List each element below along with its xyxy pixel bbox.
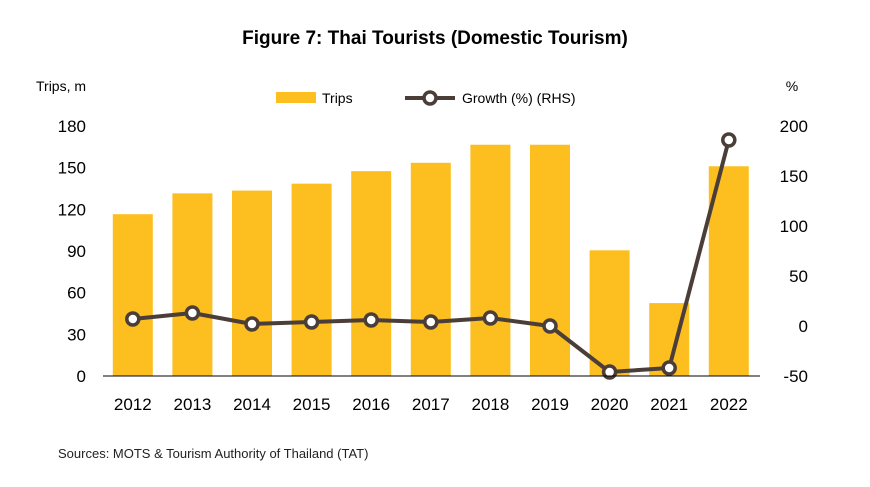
x-tick-2012: 2012 [114,395,152,414]
bar-2017 [410,162,451,376]
right-tick--50: -50 [783,367,808,386]
source-note: Sources: MOTS & Tourism Authority of Tha… [58,446,369,461]
x-tick-2013: 2013 [173,395,211,414]
left-tick-60: 60 [67,284,86,303]
right-tick-0: 0 [799,317,808,336]
bar-2018 [470,144,511,376]
growth-line [125,132,737,380]
legend-growth-marker [422,90,438,106]
bar-2013 [172,193,213,376]
growth-point-2015 [303,314,320,330]
x-tick-2020: 2020 [591,395,629,414]
left-tick-90: 90 [67,242,86,261]
left-tick-0: 0 [77,367,86,386]
growth-point-2016 [363,312,379,328]
right-tick-100: 100 [780,217,808,236]
bar-2022 [708,166,749,376]
left-tick-30: 30 [67,325,86,344]
legend-growth-label: Growth (%) (RHS) [462,90,576,106]
x-tick-2022: 2022 [710,395,748,414]
x-axis-ticks: 2012 2013 2014 2015 2016 2017 2018 2019 2020 2021… [114,395,748,414]
right-axis-label: % [786,78,798,94]
growth-point-2017 [423,314,439,330]
growth-point-2019 [542,318,558,334]
growth-point-2018 [482,310,499,326]
legend: Trips Growth (%) (RHS) [276,90,576,106]
left-axis-label: Trips, m [36,78,86,94]
x-tick-2019: 2019 [531,395,569,414]
bar-2012 [112,214,153,376]
x-tick-2014: 2014 [233,395,271,414]
bar-2014 [232,190,272,376]
right-tick-150: 150 [780,167,808,186]
growth-point-2013 [184,305,201,321]
x-tick-2017: 2017 [412,395,450,414]
right-axis-ticks: -50 0 50 100 150 200 [780,117,808,386]
bar-2019 [530,144,570,376]
growth-point-2014 [244,316,260,332]
growth-point-2022 [721,132,737,148]
legend-trips-label: Trips [322,90,353,106]
legend-trips-swatch [276,92,316,103]
right-tick-50: 50 [789,267,808,286]
growth-point-2020 [601,364,618,380]
x-tick-2018: 2018 [471,395,509,414]
left-tick-120: 120 [58,200,86,219]
left-tick-150: 150 [58,159,86,178]
right-tick-200: 200 [780,117,808,136]
bar-2020 [589,250,630,376]
chart-title: Figure 7: Thai Tourists (Domestic Touris… [242,28,628,49]
x-tick-2015: 2015 [293,395,331,414]
growth-point-2021 [661,360,677,376]
bar-2016 [351,171,392,376]
x-tick-2016: 2016 [352,395,390,414]
left-tick-180: 180 [58,117,86,136]
left-axis-ticks: 0 30 60 90 120 150 180 [58,117,86,386]
trips-bars [112,144,749,376]
bar-2015 [291,183,332,376]
x-tick-2021: 2021 [650,395,688,414]
growth-point-2012 [125,311,141,327]
